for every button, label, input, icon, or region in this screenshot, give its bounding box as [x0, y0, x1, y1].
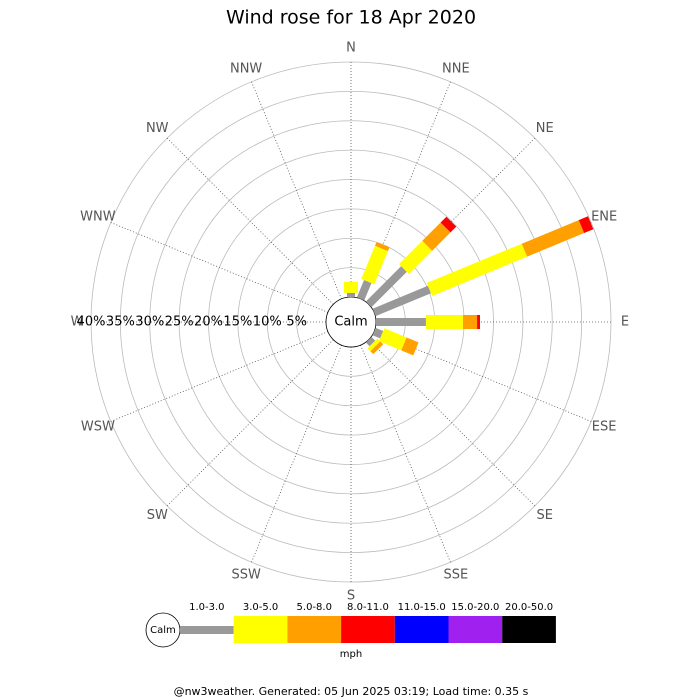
- legend-label: 11.0-15.0: [398, 602, 446, 613]
- direction-label: SE: [537, 508, 553, 523]
- ring-label: 20%: [194, 315, 223, 330]
- direction-label: N: [346, 41, 356, 56]
- wind-bar: [422, 222, 451, 251]
- wind-bar: [365, 336, 376, 347]
- unit-label: mph: [340, 649, 362, 660]
- legend-swatch: [394, 616, 449, 643]
- direction-label: ESE: [592, 419, 617, 434]
- legend-label: 1.0-3.0: [189, 602, 224, 613]
- wind-bar: [379, 328, 407, 351]
- direction-label: NE: [536, 121, 554, 136]
- wind-bar: [376, 318, 426, 326]
- legend-label: 8.0-11.0: [347, 602, 389, 613]
- wind-bar: [367, 338, 381, 352]
- wind-bar: [344, 281, 358, 293]
- legend-label: 15.0-20.0: [451, 602, 499, 613]
- legend-swatch: [502, 616, 556, 643]
- legend-label: 20.0-50.0: [505, 602, 553, 613]
- wind-bar: [462, 315, 478, 329]
- direction-label: NNE: [442, 61, 470, 76]
- ring-label: 15%: [223, 315, 252, 330]
- spoke: [360, 344, 451, 563]
- legend-swatch: [448, 616, 503, 643]
- ring-label: 25%: [165, 315, 194, 330]
- wind-bar: [401, 337, 419, 356]
- ring-label: 5%: [286, 315, 307, 330]
- wind-bar: [425, 315, 463, 329]
- wind-bar: [578, 216, 594, 234]
- spoke: [110, 222, 329, 313]
- spoke: [166, 137, 334, 305]
- direction-label: ENE: [591, 210, 617, 225]
- legend-label: 3.0-5.0: [243, 602, 278, 613]
- wind-bar: [372, 285, 431, 317]
- ring-grid: [149, 120, 553, 524]
- footer: @nw3weather. Generated: 05 Jun 2025 03:1…: [174, 685, 529, 698]
- wind-bar: [356, 280, 372, 301]
- wind-bar: [375, 241, 390, 252]
- direction-label: W: [71, 315, 84, 330]
- spoke: [368, 339, 536, 507]
- spoke: [110, 331, 329, 422]
- spoke: [251, 81, 342, 300]
- ring-label: 35%: [106, 315, 135, 330]
- wind-bar: [399, 240, 433, 274]
- wind-bar: [477, 315, 480, 329]
- spoke: [251, 344, 342, 563]
- legend-swatch: [341, 616, 395, 643]
- ring-label: 30%: [135, 315, 164, 330]
- legend-swatch: [233, 616, 288, 643]
- direction-label: NNW: [230, 61, 262, 76]
- calm-label: Calm: [334, 315, 367, 330]
- legend-label: 5.0-8.0: [297, 602, 332, 613]
- ring-label: 10%: [253, 315, 282, 330]
- wind-bar: [365, 266, 407, 308]
- ring-label: 40%: [77, 315, 106, 330]
- direction-label: S: [347, 589, 355, 604]
- ring-grid: [119, 90, 583, 554]
- legend-calm-label: Calm: [150, 625, 176, 636]
- direction-label: E: [621, 315, 629, 330]
- ring-grid: [178, 149, 524, 495]
- wind-bar: [347, 292, 355, 297]
- direction-label: SSE: [443, 568, 468, 583]
- wind-bar: [440, 216, 457, 233]
- wind-bar: [521, 220, 585, 257]
- spoke: [166, 339, 334, 507]
- legend-swatch: [287, 616, 342, 643]
- direction-label: SSW: [231, 568, 261, 583]
- legend-swatch: [180, 626, 234, 634]
- wind-bar: [426, 243, 528, 296]
- wind-bar: [361, 245, 388, 285]
- wind-bar: [370, 341, 384, 355]
- wind-bar: [372, 327, 384, 339]
- direction-label: SW: [147, 508, 168, 523]
- direction-label: NW: [146, 121, 169, 136]
- direction-label: WSW: [81, 419, 115, 434]
- chart-title: Wind rose for 18 Apr 2020: [226, 7, 476, 29]
- direction-label: WNW: [80, 210, 116, 225]
